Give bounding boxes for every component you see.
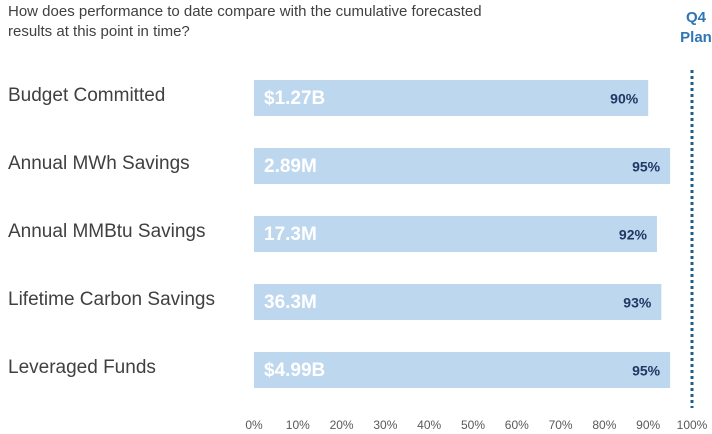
x-tick-label: 40% xyxy=(417,418,441,432)
bar xyxy=(254,284,662,320)
category-label: Lifetime Carbon Savings xyxy=(8,289,215,310)
bar xyxy=(254,216,657,252)
x-tick-label: 60% xyxy=(505,418,529,432)
value-label: 93% xyxy=(623,295,652,311)
bar xyxy=(254,80,649,116)
reference-label: Q4 xyxy=(686,9,707,26)
x-tick-label: 50% xyxy=(461,418,485,432)
bar-annotation: $4.99B xyxy=(264,360,325,381)
bar xyxy=(254,148,671,184)
x-tick-label: 20% xyxy=(330,418,354,432)
value-label: 95% xyxy=(632,363,661,379)
bar-annotation: 36.3M xyxy=(264,292,317,313)
value-label: 95% xyxy=(632,159,661,175)
category-label: Annual MMBtu Savings xyxy=(8,221,206,242)
bar-annotation: 17.3M xyxy=(264,224,317,245)
chart-title: results at this point in time? xyxy=(8,23,190,40)
x-tick-label: 70% xyxy=(549,418,573,432)
bar xyxy=(254,352,671,388)
bar-annotation: $1.27B xyxy=(264,88,325,109)
category-label: Leveraged Funds xyxy=(8,357,156,378)
x-tick-label: 30% xyxy=(373,418,397,432)
x-tick-label: 100% xyxy=(677,418,708,432)
category-label: Annual MWh Savings xyxy=(8,153,190,174)
x-tick-label: 90% xyxy=(636,418,660,432)
chart-title: How does performance to date compare wit… xyxy=(8,3,482,20)
x-tick-label: 80% xyxy=(592,418,616,432)
reference-label: Plan xyxy=(680,29,712,46)
x-tick-label: 0% xyxy=(245,418,263,432)
value-label: 92% xyxy=(619,227,648,243)
bar-annotation: 2.89M xyxy=(264,156,317,177)
x-tick-label: 10% xyxy=(286,418,310,432)
category-label: Budget Committed xyxy=(8,85,165,106)
value-label: 90% xyxy=(610,91,639,107)
